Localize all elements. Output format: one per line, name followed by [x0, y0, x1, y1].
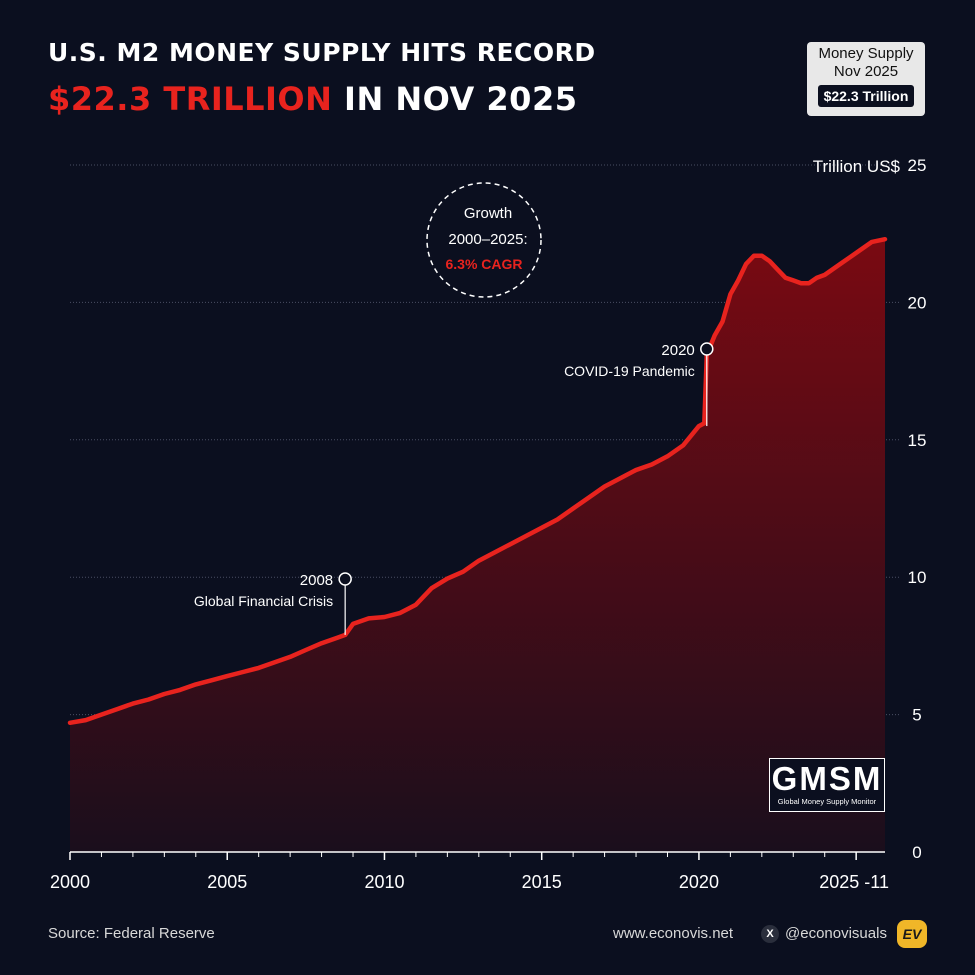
gmsm-acronym: GMSM	[771, 760, 883, 797]
x-tick-label: 2005	[207, 872, 247, 892]
gmsm-fullname: Global Money Supply Monitor	[777, 797, 877, 806]
title-highlight: $22.3 TRILLION	[48, 80, 333, 118]
growth-cagr: 6.3% CAGR	[445, 256, 522, 272]
growth-period: 2000–2025:	[448, 231, 527, 248]
area-fill	[70, 239, 885, 852]
x-icon: X	[761, 925, 779, 943]
badge-date: Nov 2025	[833, 63, 899, 80]
badge-label: Money Supply	[818, 45, 914, 62]
x-axis: 2000 2005 2010 2015 2020 2025 -11	[50, 851, 889, 892]
chart-title: U.S. M2 MONEY SUPPLY HITS RECORD	[48, 38, 596, 67]
annotation-event: Global Financial Crisis	[194, 593, 333, 609]
annotation: 2008 Global Financial Crisis	[194, 572, 352, 635]
ev-logo-icon: EV	[897, 920, 927, 948]
x-tick-label: 2015	[522, 872, 562, 892]
growth-callout: Growth 2000–2025: 6.3% CAGR	[426, 182, 542, 298]
y-tick-label: 15	[908, 431, 927, 450]
series-line	[67, 236, 888, 726]
x-tick-label: 2000	[50, 872, 90, 892]
annotation-year: 2020	[661, 342, 694, 359]
chart-subtitle: $22.3 TRILLION IN NOV 2025	[48, 80, 577, 118]
website-link[interactable]: www.econovis.net	[613, 925, 734, 942]
annotation-year: 2008	[300, 572, 333, 589]
y-tick-label: 0	[912, 843, 921, 862]
y-tick-label: 10	[908, 568, 927, 587]
x-tick-label: 2010	[364, 872, 404, 892]
annotations: 2008 Global Financial Crisis 2020 COVID-19 …	[194, 342, 714, 635]
growth-label: Growth	[464, 205, 512, 222]
summary-badge: Money Supply Nov 2025 $22.3 Trillion	[807, 42, 925, 116]
y-axis-label: Trillion US$	[813, 157, 901, 176]
badge-value: $22.3 Trillion	[817, 85, 915, 107]
y-tick-label: 25	[908, 156, 927, 175]
y-tick-label: 20	[908, 293, 927, 312]
gmsm-logo: GMSM Global Money Supply Monitor	[769, 758, 885, 812]
y-axis: 0 5 10 15 20 25	[908, 156, 927, 862]
y-tick-label: 5	[912, 706, 921, 725]
source-note: Source: Federal Reserve	[48, 925, 215, 942]
x-tick-label: 2025 -11	[819, 872, 889, 892]
annotation-event: COVID-19 Pandemic	[564, 363, 695, 379]
social-handle[interactable]: @econovisuals	[785, 925, 887, 942]
x-tick-label: 2020	[679, 872, 719, 892]
title-rest: IN NOV 2025	[332, 80, 578, 118]
annotation: 2020 COVID-19 Pandemic	[564, 342, 714, 427]
